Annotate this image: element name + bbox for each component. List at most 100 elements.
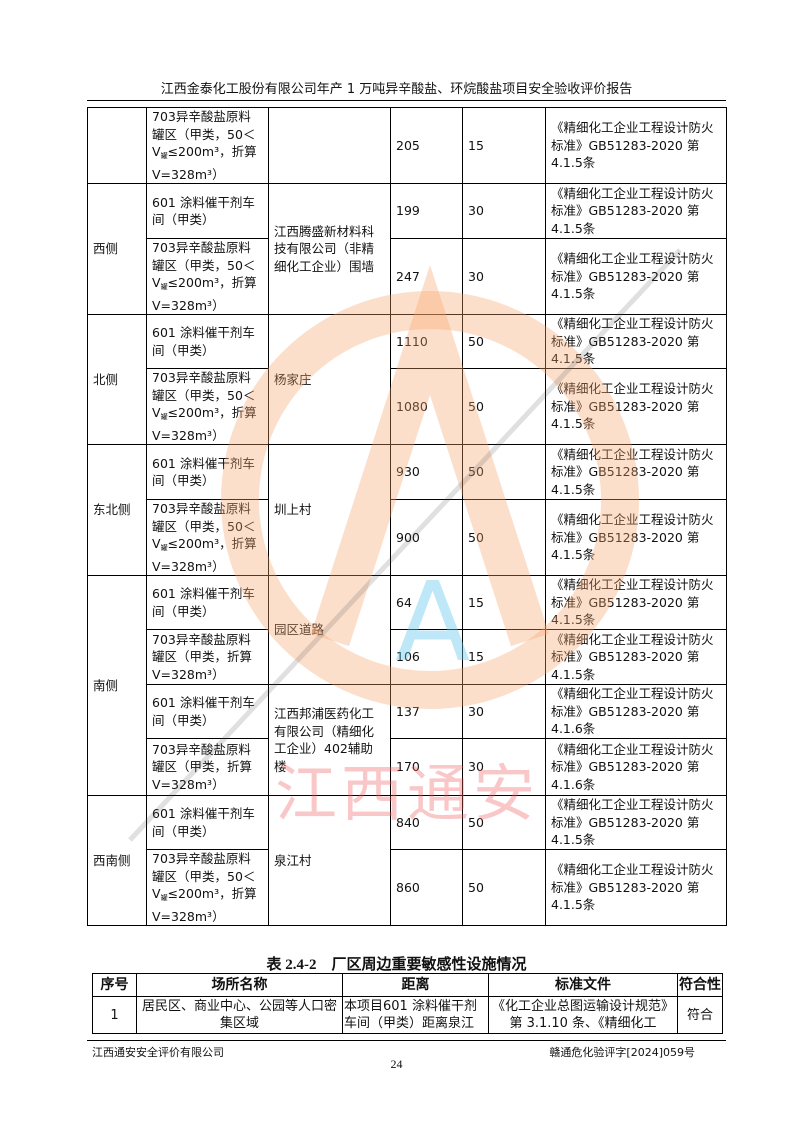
table-row: 西南侧 601 涂料催干剂车间（甲类） 泉江村 840 50 《精细化工企业工程设计防火标… — [87, 795, 727, 926]
cell-side: 北侧 — [87, 314, 147, 445]
cell-required-distance: 15 — [462, 107, 546, 184]
cell-required-distance: 50 — [462, 795, 546, 850]
footer-company: 江西通安安全评价有限公司 — [92, 1046, 224, 1059]
cell-source: 703异辛酸盐原料罐区（甲类，50＜V罐≤200m³，折算 V=328m³） — [146, 499, 269, 576]
page-number: 24 — [390, 1057, 403, 1071]
cell-required-distance: 50 — [462, 314, 546, 369]
table-caption: 表 2.4-2 厂区周边重要敏感性设施情况 — [266, 957, 527, 973]
cell-source: 601 涂料催干剂车间（甲类） — [146, 183, 269, 239]
cell-distance: 64 — [390, 575, 463, 630]
cell-standard: 《精细化工企业工程设计防火标准》GB51283-2020 第 4.1.5条 — [545, 238, 727, 315]
cell-standard: 《精细化工企业工程设计防火标准》GB51283-2020 第 4.1.5条 — [545, 183, 727, 239]
col-header-index: 序号 — [92, 973, 137, 997]
cell-index: 1 — [92, 996, 137, 1034]
cell-distance: 840 — [390, 795, 463, 850]
cell-standard: 《精细化工企业工程设计防火标准》GB51283-2020 第 4.1.6条 — [545, 738, 727, 796]
col-header-compliance: 符合性 — [677, 973, 723, 997]
cell-distance: 930 — [390, 444, 463, 500]
cell-target: 杨家庄 — [268, 314, 391, 445]
cell-required-distance: 30 — [462, 738, 546, 796]
cell-side: 西南侧 — [87, 795, 147, 926]
table-row: 703异辛酸盐原料罐区（甲类，50＜V罐≤200m³，折算 V=328m³） 24… — [88, 238, 727, 315]
footer-divider — [87, 1040, 726, 1041]
cell-distance: 170 — [390, 738, 463, 796]
cell-place: 居民区、商业中心、公园等人口密集区域 — [136, 996, 343, 1034]
cell-standard: 《精细化工企业工程设计防火标准》GB51283-2020 第 4.1.5条 — [545, 499, 727, 576]
cell-source: 703异辛酸盐原料罐区（甲类，折算V=328m³） — [146, 629, 269, 685]
cell-distance: 106 — [390, 629, 463, 685]
table-header-row: 序号 场所名称 距离 标准文件 符合性 — [92, 973, 723, 997]
cell-standard: 《精细化工企业工程设计防火标准》GB51283-2020 第 4.1.5条 — [545, 314, 727, 369]
cell-target: 江西邦浦医药化工有限公司（精细化工企业）402辅助楼 — [268, 684, 391, 796]
cell-target: 园区道路 — [268, 575, 391, 685]
cell-required-distance: 30 — [462, 183, 546, 239]
cell-standard: 《精细化工企业工程设计防火标准》GB51283-2020 第 4.1.5条 — [545, 444, 727, 500]
distance-table: 703异辛酸盐原料罐区（甲类，50＜V罐≤200m³，折算 V=328m³） 20… — [87, 107, 727, 926]
header-divider — [87, 100, 726, 101]
cell-compliance: 符合 — [677, 996, 723, 1034]
cell-distance: 本项目601 涂料催干剂车间（甲类）距离泉江 — [342, 996, 489, 1034]
cell-standard: 《化工企业总图运输设计规范》第 3.1.10 条、《精细化工 — [488, 996, 678, 1034]
cell-required-distance: 15 — [462, 629, 546, 685]
cell-required-distance: 50 — [462, 849, 546, 926]
cell-distance: 199 — [390, 183, 463, 239]
col-header-distance: 距离 — [342, 973, 489, 997]
cell-source: 703异辛酸盐原料罐区（甲类，50＜V罐≤200m³，折算 V=328m³） — [146, 368, 269, 445]
cell-distance: 1080 — [390, 368, 463, 445]
cell-source: 703异辛酸盐原料罐区（甲类，50＜V罐≤200m³，折算 V=328m³） — [146, 238, 269, 315]
page-header: 江西金泰化工股份有限公司年产 1 万吨异辛酸盐、环烷酸盐项目安全验收评价报告 — [160, 82, 633, 97]
table-row: 703异辛酸盐原料罐区（甲类，折算V=328m³） 106 15 《精细化工企业工程设… — [88, 629, 727, 685]
cell-required-distance: 30 — [462, 684, 546, 739]
cell-required-distance: 50 — [462, 499, 546, 576]
cell-required-distance: 50 — [462, 368, 546, 445]
cell-side: 东北侧 — [87, 444, 147, 576]
cell-source: 601 涂料催干剂车间（甲类） — [146, 575, 269, 630]
table-row: 南侧 601 涂料催干剂车间（甲类） 园区道路 64 15 《精细化工企业工程设计防火标准… — [87, 575, 727, 796]
cell-required-distance: 30 — [462, 238, 546, 315]
table-row: 703异辛酸盐原料罐区（甲类，50＜V罐≤200m³，折算 V=328m³） 10… — [88, 368, 727, 445]
table-row: 703异辛酸盐原料罐区（甲类，50＜V罐≤200m³，折算 V=328m³） 86… — [88, 849, 727, 926]
table-row: 东北侧 601 涂料催干剂车间（甲类） 圳上村 930 50 《精细化工企业工程设计防火标… — [87, 444, 727, 576]
cell-distance: 205 — [390, 107, 463, 184]
cell-target: 圳上村 — [268, 444, 391, 576]
cell-side: 西侧 — [87, 183, 147, 315]
cell-source: 703异辛酸盐原料罐区（甲类，50＜V罐≤200m³，折算 V=328m³） — [146, 107, 269, 184]
table-row: 601 涂料催干剂车间（甲类） 江西邦浦医药化工有限公司（精细化工企业）402辅助… — [88, 684, 727, 796]
table-row: 西侧 601 涂料催干剂车间（甲类） 江西腾盛新材料科技有限公司（非精细化工企业）围… — [87, 183, 727, 315]
cell-source: 601 涂料催干剂车间（甲类） — [146, 684, 269, 739]
table-row: 北侧 601 涂料催干剂车间（甲类） 杨家庄 1110 50 《精细化工企业工程设计防火标… — [87, 314, 727, 445]
cell-target: 江西腾盛新材料科技有限公司（非精细化工企业）围墙 — [268, 183, 391, 315]
cell-source: 601 涂料催干剂车间（甲类） — [146, 795, 269, 850]
table-row: 1 居民区、商业中心、公园等人口密集区域 本项目601 涂料催干剂车间（甲类）距… — [92, 996, 723, 1034]
cell-target — [268, 107, 391, 184]
cell-source: 703异辛酸盐原料罐区（甲类，50＜V罐≤200m³，折算 V=328m³） — [146, 849, 269, 926]
cell-distance: 1110 — [390, 314, 463, 369]
cell-side — [87, 107, 147, 184]
cell-required-distance: 15 — [462, 575, 546, 630]
cell-source: 601 涂料催干剂车间（甲类） — [146, 314, 269, 369]
cell-standard: 《精细化工企业工程设计防火标准》GB51283-2020 第 4.1.5条 — [545, 575, 727, 630]
col-header-place: 场所名称 — [136, 973, 343, 997]
cell-source: 601 涂料催干剂车间（甲类） — [146, 444, 269, 500]
cell-standard: 《精细化工企业工程设计防火标准》GB51283-2020 第 4.1.5条 — [545, 629, 727, 685]
cell-standard: 《精细化工企业工程设计防火标准》GB51283-2020 第 4.1.6条 — [545, 684, 727, 739]
table-row: 703异辛酸盐原料罐区（甲类，50＜V罐≤200m³，折算 V=328m³） 90… — [88, 499, 727, 576]
col-header-standard: 标准文件 — [488, 973, 678, 997]
cell-standard: 《精细化工企业工程设计防火标准》GB51283-2020 第 4.1.5条 — [545, 795, 727, 850]
cell-distance: 900 — [390, 499, 463, 576]
cell-standard: 《精细化工企业工程设计防火标准》GB51283-2020 第 4.1.5条 — [545, 368, 727, 445]
table-row: 703异辛酸盐原料罐区（甲类，折算V=328m³） 170 30 《精细化工企业工程设… — [88, 738, 727, 796]
footer-report-number: 赣通危化验评字[2024]059号 — [549, 1046, 695, 1059]
table-row: 703异辛酸盐原料罐区（甲类，50＜V罐≤200m³，折算 V=328m³） 20… — [87, 107, 727, 184]
cell-distance: 860 — [390, 849, 463, 926]
cell-standard: 《精细化工企业工程设计防火标准》GB51283-2020 第 4.1.5条 — [545, 107, 727, 184]
cell-source: 703异辛酸盐原料罐区（甲类，折算V=328m³） — [146, 738, 269, 796]
cell-side: 南侧 — [87, 575, 147, 796]
cell-distance: 137 — [390, 684, 463, 739]
cell-target: 泉江村 — [268, 795, 391, 926]
cell-required-distance: 50 — [462, 444, 546, 500]
cell-distance: 247 — [390, 238, 463, 315]
sensitive-facilities-table: 序号 场所名称 距离 标准文件 符合性 1 居民区、商业中心、公园等人口密集区域… — [92, 973, 723, 1034]
cell-standard: 《精细化工企业工程设计防火标准》GB51283-2020 第 4.1.5条 — [545, 849, 727, 926]
